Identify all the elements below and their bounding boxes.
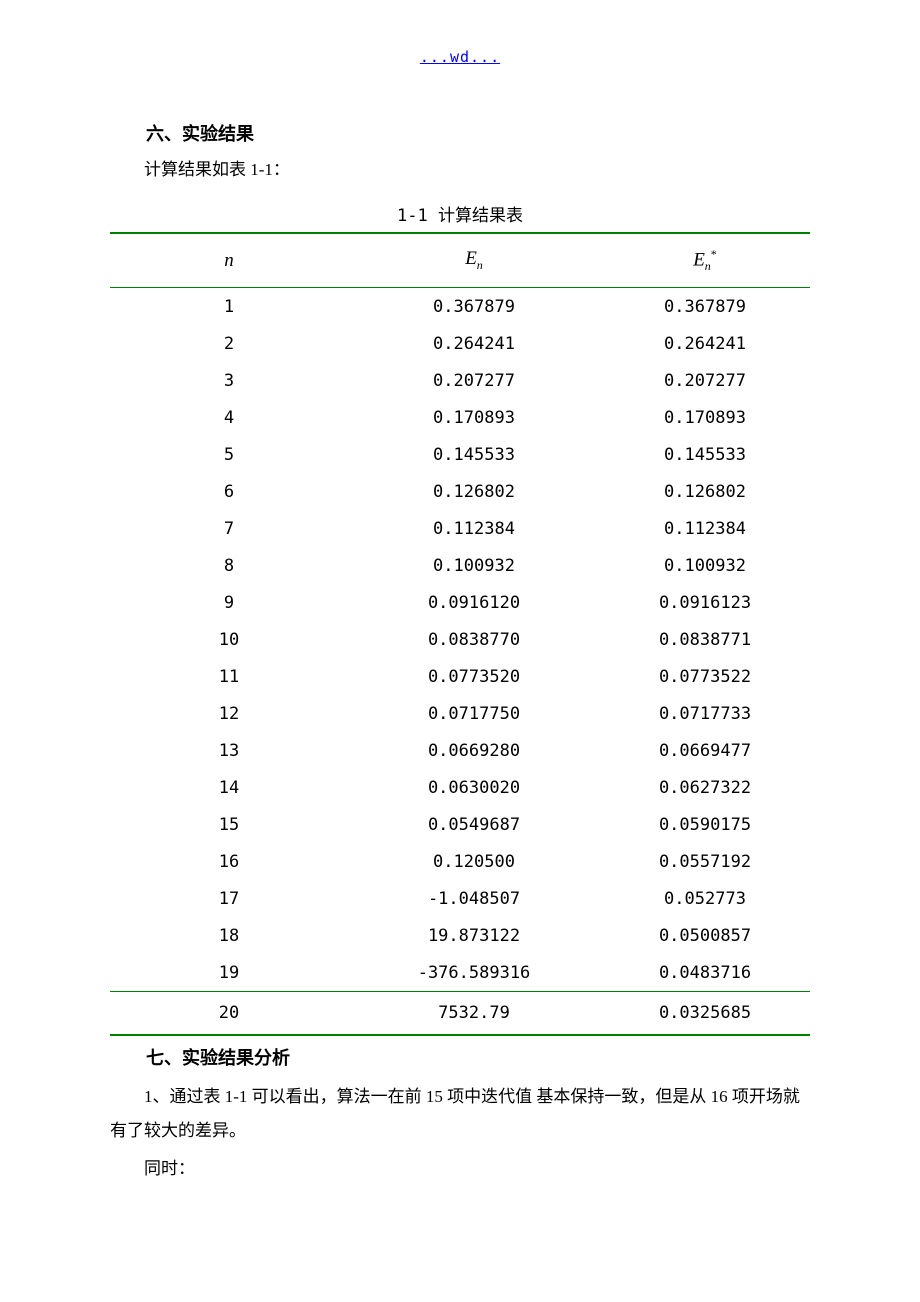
cell-en: 0.0838770 (348, 621, 600, 658)
table-row: 70.1123840.112384 (110, 510, 810, 547)
cell-en: 0.207277 (348, 362, 600, 399)
table-row: 150.05496870.0590175 (110, 806, 810, 843)
cell-en-star: 0.100932 (600, 547, 810, 584)
cell-en: 0.367879 (348, 288, 600, 326)
cell-en-star: 0.0627322 (600, 769, 810, 806)
cell-en-star: 0.0838771 (600, 621, 810, 658)
cell-n: 7 (110, 510, 348, 547)
cell-en-star: 0.0669477 (600, 732, 810, 769)
table-row: 100.08387700.0838771 (110, 621, 810, 658)
table-row: 50.1455330.145533 (110, 436, 810, 473)
cell-en: 0.145533 (348, 436, 600, 473)
table-row: 207532.790.0325685 (110, 992, 810, 1036)
cell-en-star: 0.145533 (600, 436, 810, 473)
col-header-en: En (348, 233, 600, 288)
table-row: 20.2642410.264241 (110, 325, 810, 362)
table-row: 30.2072770.207277 (110, 362, 810, 399)
cell-en-star: 0.0483716 (600, 954, 810, 992)
cell-en: -376.589316 (348, 954, 600, 992)
cell-en-star: 0.170893 (600, 399, 810, 436)
cell-en-star: 0.0717733 (600, 695, 810, 732)
cell-n: 12 (110, 695, 348, 732)
cell-n: 1 (110, 288, 348, 326)
col-header-en-star: En* (600, 233, 810, 288)
cell-n: 19 (110, 954, 348, 992)
header-link-text: ...wd... (420, 48, 500, 66)
cell-en: 0.0669280 (348, 732, 600, 769)
cell-en: 0.112384 (348, 510, 600, 547)
section-results-heading: 六、实验结果 (110, 120, 810, 146)
table-caption: 1-1 计算结果表 (110, 201, 810, 226)
cell-en-star: 0.207277 (600, 362, 810, 399)
analysis-para-2: 同时： (110, 1152, 810, 1186)
cell-en: 0.0717750 (348, 695, 600, 732)
cell-n: 18 (110, 917, 348, 954)
cell-en-star: 0.367879 (600, 288, 810, 326)
cell-en-star: 0.112384 (600, 510, 810, 547)
table-row: 60.1268020.126802 (110, 473, 810, 510)
cell-en: 0.0916120 (348, 584, 600, 621)
cell-en: 0.0549687 (348, 806, 600, 843)
cell-en: 0.0773520 (348, 658, 600, 695)
table-row: 130.06692800.0669477 (110, 732, 810, 769)
cell-en-star: 0.264241 (600, 325, 810, 362)
table-row: 17-1.0485070.052773 (110, 880, 810, 917)
cell-en: 0.120500 (348, 843, 600, 880)
results-intro: 计算结果如表 1-1： (110, 156, 810, 183)
cell-n: 2 (110, 325, 348, 362)
col-header-n: n (110, 233, 348, 288)
table-row: 10.3678790.367879 (110, 288, 810, 326)
cell-n: 5 (110, 436, 348, 473)
table-row: 160.1205000.0557192 (110, 843, 810, 880)
cell-en: 0.170893 (348, 399, 600, 436)
cell-en: 0.100932 (348, 547, 600, 584)
cell-n: 10 (110, 621, 348, 658)
cell-n: 9 (110, 584, 348, 621)
cell-en: 0.126802 (348, 473, 600, 510)
table-row: 120.07177500.0717733 (110, 695, 810, 732)
cell-en: 19.873122 (348, 917, 600, 954)
cell-n: 17 (110, 880, 348, 917)
cell-en: 0.264241 (348, 325, 600, 362)
header-link[interactable]: ...wd... (0, 48, 920, 66)
cell-n: 13 (110, 732, 348, 769)
section-analysis-heading: 七、实验结果分析 (110, 1044, 810, 1070)
cell-en-star: 0.126802 (600, 473, 810, 510)
analysis-para-1: 1、通过表 1-1 可以看出，算法一在前 15 项中迭代值 基本保持一致，但是从… (110, 1080, 810, 1148)
cell-n: 15 (110, 806, 348, 843)
cell-en-star: 0.0557192 (600, 843, 810, 880)
table-row: 140.06300200.0627322 (110, 769, 810, 806)
cell-en: -1.048507 (348, 880, 600, 917)
table-row: 90.09161200.0916123 (110, 584, 810, 621)
table-row: 1819.8731220.0500857 (110, 917, 810, 954)
cell-n: 16 (110, 843, 348, 880)
cell-en-star: 0.0500857 (600, 917, 810, 954)
cell-n: 8 (110, 547, 348, 584)
cell-en-star: 0.0916123 (600, 584, 810, 621)
cell-n: 20 (110, 992, 348, 1036)
cell-n: 4 (110, 399, 348, 436)
cell-en-star: 0.052773 (600, 880, 810, 917)
page-content: 六、实验结果 计算结果如表 1-1： 1-1 计算结果表 n En En* 10… (0, 0, 920, 1186)
results-table: n En En* 10.3678790.36787920.2642410.264… (110, 232, 810, 1036)
table-header-row: n En En* (110, 233, 810, 288)
cell-en: 7532.79 (348, 992, 600, 1036)
cell-n: 11 (110, 658, 348, 695)
cell-n: 3 (110, 362, 348, 399)
cell-en-star: 0.0590175 (600, 806, 810, 843)
cell-en-star: 0.0325685 (600, 992, 810, 1036)
cell-en: 0.0630020 (348, 769, 600, 806)
cell-n: 14 (110, 769, 348, 806)
cell-n: 6 (110, 473, 348, 510)
table-row: 40.1708930.170893 (110, 399, 810, 436)
table-row: 19-376.5893160.0483716 (110, 954, 810, 992)
cell-en-star: 0.0773522 (600, 658, 810, 695)
table-row: 110.07735200.0773522 (110, 658, 810, 695)
table-row: 80.1009320.100932 (110, 547, 810, 584)
